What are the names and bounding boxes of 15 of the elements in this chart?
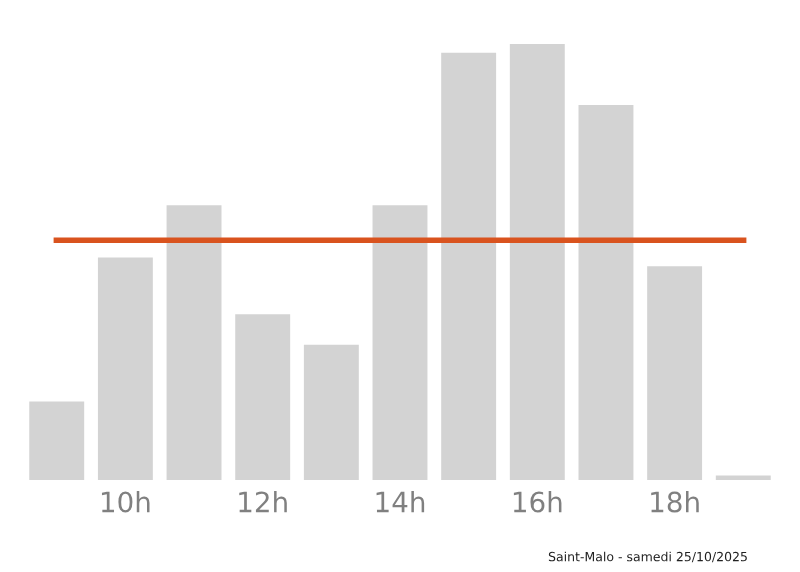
bar: [372, 205, 428, 480]
bar: [578, 105, 634, 480]
bar: [509, 44, 565, 480]
bar: [647, 266, 703, 480]
bar: [97, 257, 153, 480]
x-tick-label: 10h: [101, 491, 150, 513]
bar: [235, 314, 291, 480]
x-tick-label: 12h: [239, 491, 287, 513]
x-tick-label: 18h: [651, 491, 699, 513]
bar: [303, 344, 359, 480]
x-tick-label: 16h: [513, 491, 562, 513]
bar: [166, 205, 222, 480]
x-tick-label: 14h: [376, 491, 425, 513]
bar: [29, 401, 85, 480]
bar: [441, 52, 497, 480]
